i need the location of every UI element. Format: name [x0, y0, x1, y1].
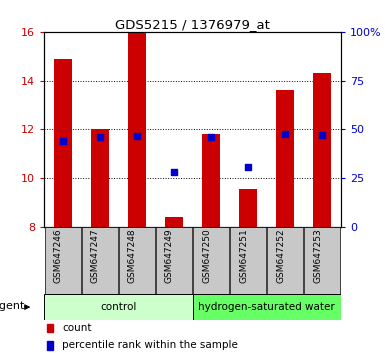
Bar [239, 189, 257, 227]
Bar [128, 32, 146, 227]
Text: GSM647248: GSM647248 [128, 229, 137, 283]
Text: hydrogen-saturated water: hydrogen-saturated water [198, 302, 335, 312]
Bar [90, 129, 109, 227]
Bar [313, 73, 331, 227]
Bar [193, 227, 229, 294]
Text: GSM647250: GSM647250 [202, 229, 211, 283]
Bar [202, 134, 220, 227]
Point [282, 131, 288, 137]
Bar [165, 217, 183, 227]
Bar [47, 324, 54, 332]
Text: GSM647246: GSM647246 [54, 229, 63, 283]
Text: GSM647252: GSM647252 [276, 229, 285, 283]
Point [245, 164, 251, 170]
Bar [47, 341, 54, 350]
Bar [119, 227, 155, 294]
Bar [44, 294, 192, 320]
Bar [156, 227, 192, 294]
Text: GSM647249: GSM647249 [165, 229, 174, 283]
Point [60, 138, 66, 144]
Point [97, 134, 103, 140]
Text: count: count [62, 323, 92, 333]
Bar [45, 227, 80, 294]
Text: percentile rank within the sample: percentile rank within the sample [62, 340, 238, 350]
Bar [305, 227, 340, 294]
Text: control: control [100, 302, 137, 312]
Text: GSM647247: GSM647247 [91, 229, 100, 283]
Bar [82, 227, 118, 294]
Bar [276, 90, 295, 227]
Title: GDS5215 / 1376979_at: GDS5215 / 1376979_at [115, 18, 270, 31]
Point [319, 132, 325, 138]
Point [134, 133, 140, 139]
Bar [54, 59, 72, 227]
Bar [267, 227, 303, 294]
Text: GSM647251: GSM647251 [239, 229, 248, 283]
Bar [230, 227, 266, 294]
Bar [192, 294, 341, 320]
Text: agent: agent [0, 301, 24, 311]
Text: GSM647253: GSM647253 [313, 229, 322, 283]
Point [208, 134, 214, 140]
Point [171, 169, 177, 175]
